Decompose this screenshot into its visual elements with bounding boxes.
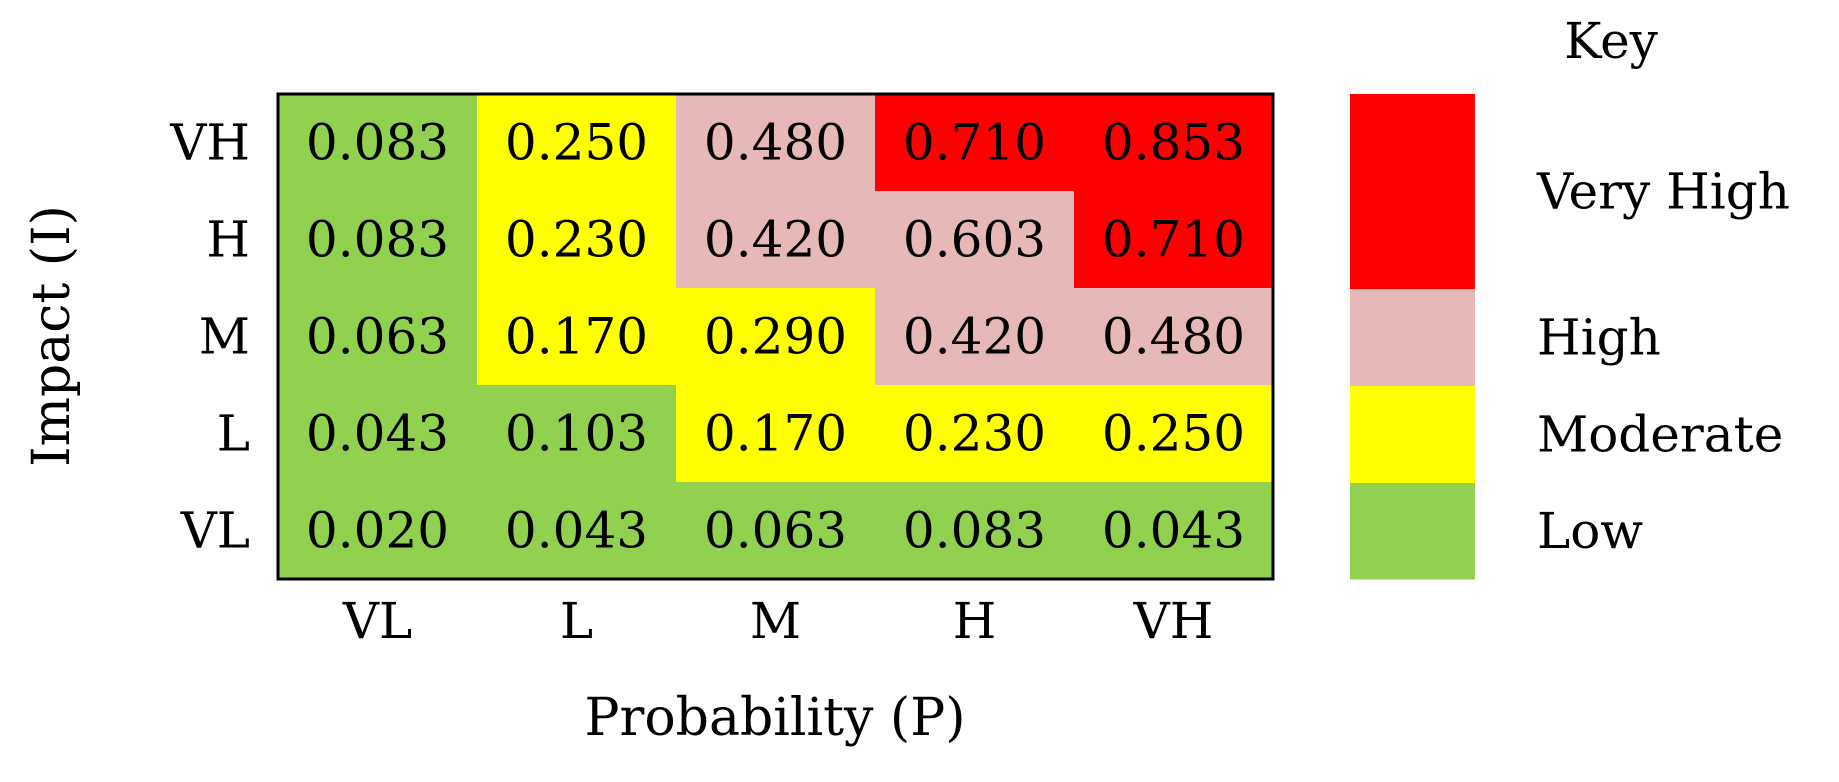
heatmap-cell-value: 0.290: [704, 308, 847, 366]
heatmap-cell: [278, 482, 478, 580]
heatmap-cell: [278, 191, 478, 289]
x-tick-label: VH: [1133, 592, 1214, 650]
heatmap-cell: [676, 288, 876, 386]
heatmap-cell: [875, 191, 1075, 289]
legend-swatch: [1350, 386, 1475, 484]
heatmap-cell: [1074, 385, 1274, 483]
legend-label: Moderate: [1537, 406, 1783, 464]
heatmap-cell: [676, 94, 876, 192]
heatmap-cell: [1074, 94, 1274, 192]
legend: Very High High Moderate Low: [1350, 94, 1790, 580]
x-tick-label: M: [750, 592, 801, 650]
heatmap-cell: [477, 288, 677, 386]
heatmap-cell-value: 0.103: [505, 405, 648, 463]
heatmap-cell: [676, 191, 876, 289]
y-tick-label: M: [199, 308, 250, 366]
heatmap-cell: [875, 482, 1075, 580]
heatmap-cell: [477, 94, 677, 192]
heatmap-cell-value: 0.043: [1102, 502, 1245, 560]
heatmap-cell-value: 0.043: [306, 405, 449, 463]
heatmap-cell-value: 0.480: [704, 114, 847, 172]
y-tick-label: VL: [180, 502, 250, 560]
heatmap-cell-value: 0.230: [903, 405, 1046, 463]
heatmap-cell: [676, 385, 876, 483]
heatmap-cell-value: 0.063: [306, 308, 449, 366]
legend-title: Key: [1564, 12, 1659, 70]
heatmap-cell-value: 0.083: [903, 502, 1046, 560]
heatmap-cell: [477, 385, 677, 483]
y-axis-ticks: VH HML VL: [169, 114, 250, 560]
heatmap-cell-value: 0.420: [704, 211, 847, 269]
legend-swatch: [1350, 94, 1475, 290]
heatmap-cell: [278, 288, 478, 386]
heatmap-cell: [477, 191, 677, 289]
heatmap-cell: [1074, 482, 1274, 580]
legend-label: High: [1537, 309, 1661, 367]
heatmap-cell-value: 0.250: [505, 114, 648, 172]
heatmap-cell-labels: 0.083 0.250 0.480 0.710 0.853 0.083 0.230 0.420…: [306, 114, 1245, 560]
heatmap-cell: [1074, 288, 1274, 386]
heatmap-cell: [676, 482, 876, 580]
heatmap-cell-value: 0.603: [903, 211, 1046, 269]
heatmap-cell-value: 0.230: [505, 211, 648, 269]
x-tick-label: VL: [342, 592, 412, 650]
heatmap-cell: [1074, 191, 1274, 289]
y-axis-title: Impact (I): [22, 205, 82, 467]
heatmap-cell-value: 0.170: [505, 308, 648, 366]
heatmap-cell: [477, 482, 677, 580]
heatmap-cell-value: 0.710: [1102, 211, 1245, 269]
heatmap-cell: [278, 94, 478, 192]
heatmap-cell-value: 0.043: [505, 502, 648, 560]
legend-swatch: [1350, 289, 1475, 387]
heatmap-cell-value: 0.853: [1102, 114, 1245, 172]
x-axis-ticks: VL L M H VH: [342, 592, 1214, 650]
heatmap-cell-value: 0.250: [1102, 405, 1245, 463]
heatmap-cells: [278, 94, 1274, 580]
y-tick-label: H: [206, 211, 250, 269]
heatmap-cell-value: 0.020: [306, 502, 449, 560]
legend-label: Low: [1537, 502, 1643, 560]
heatmap-cell: [875, 385, 1075, 483]
heatmap-cell-value: 0.710: [903, 114, 1046, 172]
legend-swatch: [1350, 483, 1475, 580]
x-axis-title: Probability (P): [585, 688, 966, 748]
legend-label: Very High: [1536, 163, 1790, 221]
heatmap-cell-value: 0.480: [1102, 308, 1245, 366]
heatmap-cell: [875, 94, 1075, 192]
heatmap-cell: [875, 288, 1075, 386]
heatmap-cell-value: 0.420: [903, 308, 1046, 366]
x-tick-label: H: [953, 592, 997, 650]
heatmap-cell-value: 0.083: [306, 211, 449, 269]
x-tick-label: L: [560, 592, 593, 650]
heatmap-border: [276, 92, 1275, 581]
heatmap-cell: [278, 385, 478, 483]
heatmap-cell-value: 0.063: [704, 502, 847, 560]
heatmap-cell-value: 0.083: [306, 114, 449, 172]
heatmap-cell-value: 0.170: [704, 405, 847, 463]
y-tick-label: VH: [169, 114, 250, 172]
y-tick-label: L: [217, 405, 250, 463]
